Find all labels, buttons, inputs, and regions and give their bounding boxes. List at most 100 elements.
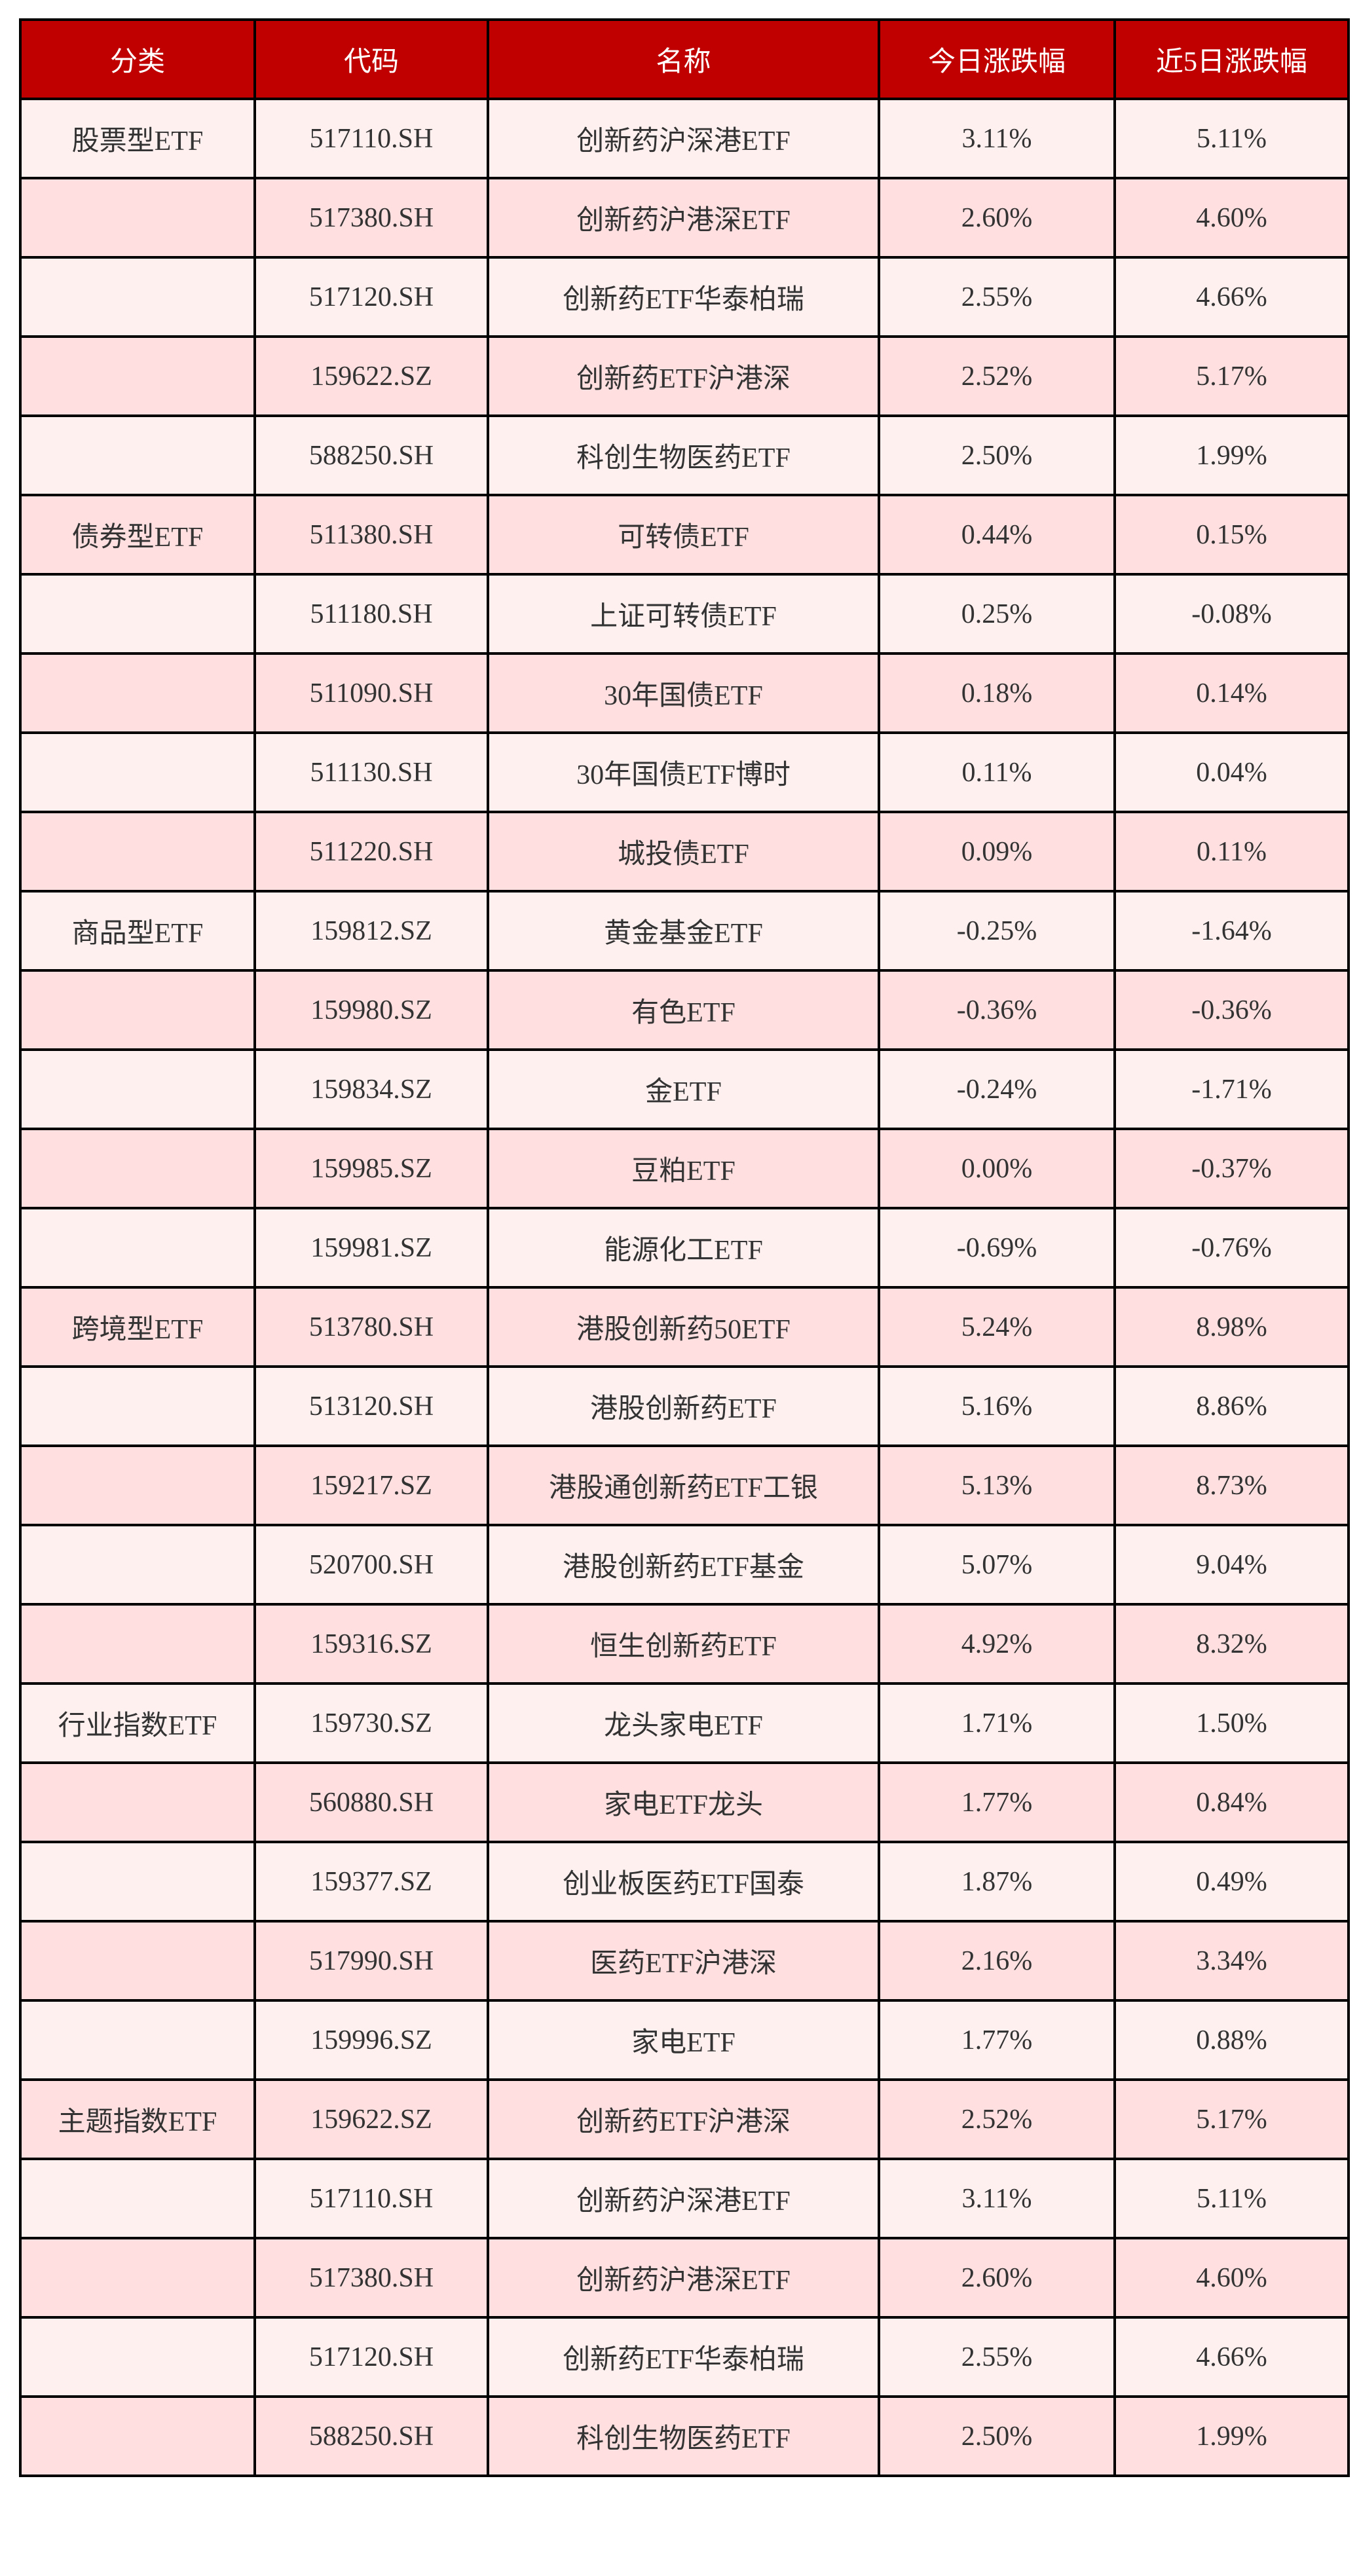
cell-today-change: 5.16% [878,1365,1116,1447]
table-row: 商品型ETF 159812.SZ 黄金基金ETF -0.25% -1.64% [19,890,1350,972]
cell-code: 517110.SH [253,2158,489,2239]
cell-today-change: 1.71% [878,1682,1116,1764]
cell-code: 159985.SZ [253,1128,489,1209]
cell-code: 159996.SZ [253,1999,489,2081]
cell-category [19,414,256,496]
cell-code: 511090.SH [253,652,489,734]
cell-five-day-change: 0.04% [1113,731,1350,813]
cell-code: 159980.SZ [253,969,489,1051]
cell-five-day-change: 0.49% [1113,1841,1350,1923]
table-row: 159622.SZ 创新药ETF沪港深 2.52% 5.17% [19,335,1350,417]
table-row: 511130.SH 30年国债ETF博时 0.11% 0.04% [19,731,1350,813]
cell-name: 创新药ETF沪港深 [487,335,880,417]
cell-name: 豆粕ETF [487,1128,880,1209]
cell-code: 517990.SH [253,1920,489,2002]
table-row: 513120.SH 港股创新药ETF 5.16% 8.86% [19,1365,1350,1447]
cell-category [19,2237,256,2319]
table-row: 511220.SH 城投债ETF 0.09% 0.11% [19,811,1350,892]
cell-name: 能源化工ETF [487,1207,880,1289]
cell-today-change: -0.25% [878,890,1116,972]
cell-code: 159834.SZ [253,1048,489,1130]
cell-five-day-change: 0.88% [1113,1999,1350,2081]
cell-category [19,2158,256,2239]
table-row: 517380.SH 创新药沪港深ETF 2.60% 4.60% [19,177,1350,259]
cell-category [19,1841,256,1923]
cell-code: 159316.SZ [253,1603,489,1685]
table-header-row: 分类 代码 名称 今日涨跌幅 近5日涨跌幅 [19,18,1350,100]
cell-name: 龙头家电ETF [487,1682,880,1764]
cell-category [19,1207,256,1289]
cell-five-day-change: 8.86% [1113,1365,1350,1447]
cell-category [19,652,256,734]
cell-today-change: 3.11% [878,98,1116,179]
cell-category [19,1048,256,1130]
cell-today-change: 0.18% [878,652,1116,734]
cell-code: 560880.SH [253,1761,489,1843]
cell-category [19,256,256,338]
cell-five-day-change: -0.36% [1113,969,1350,1051]
table-body: 股票型ETF 517110.SH 创新药沪深港ETF 3.11% 5.11% 517380… [19,98,1350,2477]
cell-five-day-change: 5.11% [1113,2158,1350,2239]
cell-name: 30年国债ETF博时 [487,731,880,813]
cell-five-day-change: 3.34% [1113,1920,1350,2002]
table-row: 159996.SZ 家电ETF 1.77% 0.88% [19,1999,1350,2081]
cell-five-day-change: 4.66% [1113,2316,1350,2398]
cell-category: 跨境型ETF [19,1286,256,1368]
table-row: 股票型ETF 517110.SH 创新药沪深港ETF 3.11% 5.11% [19,98,1350,179]
cell-today-change: 2.50% [878,414,1116,496]
cell-code: 511130.SH [253,731,489,813]
cell-today-change: 5.13% [878,1444,1116,1526]
cell-five-day-change: 9.04% [1113,1524,1350,1606]
cell-name: 城投债ETF [487,811,880,892]
cell-today-change: 2.55% [878,256,1116,338]
cell-today-change: 2.52% [878,335,1116,417]
table-row: 159985.SZ 豆粕ETF 0.00% -0.37% [19,1128,1350,1209]
cell-name: 有色ETF [487,969,880,1051]
cell-code: 517380.SH [253,2237,489,2319]
cell-today-change: -0.36% [878,969,1116,1051]
cell-today-change: 3.11% [878,2158,1116,2239]
cell-five-day-change: 4.66% [1113,256,1350,338]
cell-name: 恒生创新药ETF [487,1603,880,1685]
cell-category [19,1365,256,1447]
cell-name: 30年国债ETF [487,652,880,734]
column-header-name: 名称 [487,18,880,100]
cell-five-day-change: 0.84% [1113,1761,1350,1843]
table-row: 主题指数ETF 159622.SZ 创新药ETF沪港深 2.52% 5.17% [19,2078,1350,2160]
cell-today-change: 5.24% [878,1286,1116,1368]
table-row: 跨境型ETF 513780.SH 港股创新药50ETF 5.24% 8.98% [19,1286,1350,1368]
cell-code: 159622.SZ [253,335,489,417]
cell-code: 511380.SH [253,494,489,576]
cell-code: 511180.SH [253,573,489,655]
cell-code: 159377.SZ [253,1841,489,1923]
table-row: 159377.SZ 创业板医药ETF国泰 1.87% 0.49% [19,1841,1350,1923]
cell-five-day-change: -0.76% [1113,1207,1350,1289]
cell-five-day-change: 1.50% [1113,1682,1350,1764]
cell-name: 家电ETF龙头 [487,1761,880,1843]
cell-five-day-change: 1.99% [1113,2395,1350,2477]
table-row: 560880.SH 家电ETF龙头 1.77% 0.84% [19,1761,1350,1843]
table-row: 511180.SH 上证可转债ETF 0.25% -0.08% [19,573,1350,655]
table-row: 债券型ETF 511380.SH 可转债ETF 0.44% 0.15% [19,494,1350,576]
cell-five-day-change: 8.32% [1113,1603,1350,1685]
cell-today-change: 0.00% [878,1128,1116,1209]
cell-category [19,1128,256,1209]
table-row: 159316.SZ 恒生创新药ETF 4.92% 8.32% [19,1603,1350,1685]
cell-today-change: 2.60% [878,2237,1116,2319]
table-row: 511090.SH 30年国债ETF 0.18% 0.14% [19,652,1350,734]
cell-category: 股票型ETF [19,98,256,179]
cell-category [19,1999,256,2081]
cell-name: 创新药ETF沪港深 [487,2078,880,2160]
cell-code: 588250.SH [253,2395,489,2477]
cell-category [19,811,256,892]
cell-name: 创新药沪深港ETF [487,2158,880,2239]
cell-today-change: 0.44% [878,494,1116,576]
cell-name: 创新药沪深港ETF [487,98,880,179]
cell-today-change: 0.25% [878,573,1116,655]
cell-five-day-change: 0.14% [1113,652,1350,734]
cell-name: 科创生物医药ETF [487,2395,880,2477]
cell-name: 金ETF [487,1048,880,1130]
cell-five-day-change: -1.71% [1113,1048,1350,1130]
cell-category: 主题指数ETF [19,2078,256,2160]
cell-code: 517120.SH [253,2316,489,2398]
